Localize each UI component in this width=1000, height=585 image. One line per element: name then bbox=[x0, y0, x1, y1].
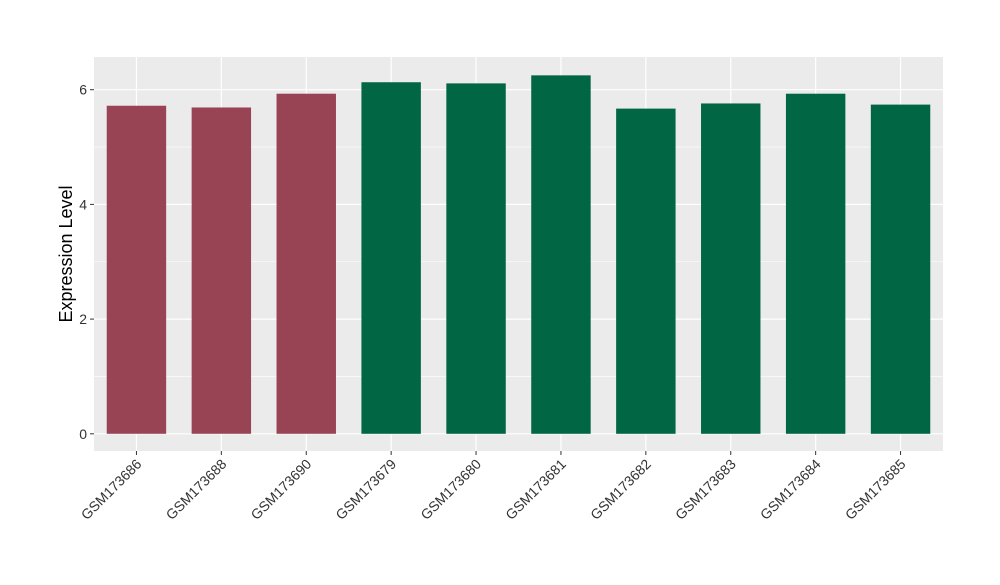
x-tick-label: GSM173679 bbox=[332, 456, 399, 523]
y-tick-label: 6 bbox=[79, 82, 87, 98]
x-axis-ticks: GSM173686 GSM173688 GSM173690 GSM173679 GSM1… bbox=[78, 451, 909, 523]
x-tick-label: GSM173682 bbox=[587, 456, 654, 523]
y-tick-label: 0 bbox=[79, 426, 87, 442]
bar-GSM173681 bbox=[531, 75, 591, 434]
x-tick-label: GSM173681 bbox=[502, 456, 569, 523]
bar-GSM173685 bbox=[870, 104, 931, 434]
x-tick-label: GSM173680 bbox=[417, 456, 484, 523]
x-tick-label: GSM173690 bbox=[247, 456, 314, 523]
x-tick-label: GSM173688 bbox=[163, 456, 230, 523]
x-tick-label: GSM173686 bbox=[78, 456, 145, 523]
bar-GSM173683 bbox=[701, 103, 761, 434]
bar-GSM173680 bbox=[446, 83, 506, 434]
bar-GSM173688 bbox=[191, 107, 252, 434]
bar-GSM173679 bbox=[361, 82, 421, 434]
y-axis-ticks: 0 2 4 6 bbox=[79, 82, 94, 442]
bar-GSM173684 bbox=[785, 93, 846, 434]
y-tick-label: 4 bbox=[79, 196, 87, 212]
y-tick-label: 2 bbox=[79, 311, 87, 327]
bar-GSM173682 bbox=[616, 108, 676, 434]
x-tick-label: GSM173683 bbox=[672, 456, 739, 523]
y-axis-label: Expression Level bbox=[56, 185, 76, 322]
bar-GSM173686 bbox=[106, 105, 167, 434]
x-tick-label: GSM173685 bbox=[842, 456, 909, 523]
bar-GSM173690 bbox=[276, 93, 336, 434]
bar-series bbox=[106, 75, 931, 434]
x-tick-label: GSM173684 bbox=[757, 456, 824, 523]
